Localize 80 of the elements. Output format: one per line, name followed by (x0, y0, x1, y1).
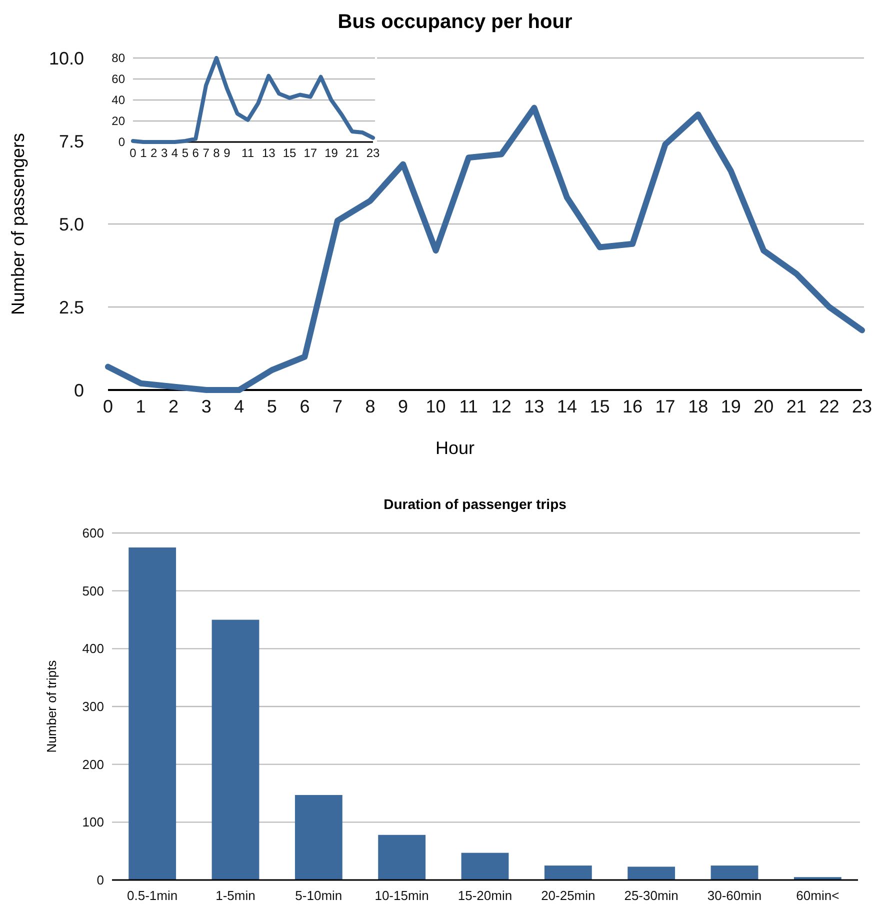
x-tick-label: 15 (590, 396, 610, 416)
x-tick-label: 20 (754, 396, 774, 416)
bar (294, 794, 342, 880)
y-tick-label: 80 (112, 51, 126, 66)
x-tick-label: 5 (266, 396, 277, 416)
y-tick-label: 100 (82, 814, 104, 830)
x-tick-label: 12 (491, 396, 512, 416)
x-tick-label: 18 (688, 396, 708, 416)
x-tick-label: 60min< (796, 888, 840, 903)
line-series (131, 56, 375, 144)
x-tick-label: 4 (234, 396, 244, 416)
y-tick-label: 7.5 (58, 131, 84, 152)
x-tick-label: 13 (262, 146, 276, 160)
y-tick-label: 0 (118, 135, 126, 150)
x-tick-label: 14 (556, 396, 577, 416)
x-axis-title: Hour (435, 438, 475, 458)
x-tick-label: 19 (720, 396, 741, 416)
bar (544, 866, 592, 880)
x-tick-label: 19 (324, 146, 338, 160)
x-tick-label: 15 (282, 146, 297, 160)
x-tick-label: 17 (655, 396, 676, 416)
x-tick-label: 9 (224, 146, 231, 160)
x-tick-label: 5-10min (295, 888, 342, 903)
y-tick-label: 5.0 (58, 214, 84, 234)
y-tick-label: 500 (82, 583, 104, 598)
y-tick-label: 0 (74, 380, 84, 400)
bar (128, 547, 176, 880)
y-tick-label: 400 (82, 641, 104, 656)
y-tick-label: 10.0 (48, 48, 84, 68)
y-tick-label: 0 (96, 872, 104, 888)
x-tick-label: 20-25min (541, 888, 596, 903)
x-tick-label: 11 (242, 146, 254, 160)
y-tick-label: 600 (82, 526, 104, 541)
x-tick-label: 1 (140, 146, 148, 160)
x-tick-label: 1 (136, 396, 146, 416)
x-tick-label: 22 (819, 396, 840, 416)
x-tick-label: 3 (201, 396, 212, 416)
x-tick-label: 23 (366, 146, 380, 160)
x-tick-label: 6 (192, 146, 200, 160)
x-tick-label: 5 (182, 146, 189, 160)
x-tick-label: 16 (622, 396, 643, 416)
bar (710, 866, 758, 880)
y-tick-label: 300 (82, 699, 104, 714)
bar (212, 620, 260, 880)
chart-title: Duration of passenger trips (384, 496, 567, 512)
y-tick-label: 40 (112, 93, 126, 108)
x-tick-label: 6 (300, 396, 310, 416)
y-axis-title: Number of tripts (44, 660, 59, 753)
x-tick-label: 2 (168, 396, 179, 416)
x-tick-label: 8 (365, 396, 376, 416)
x-tick-label: 21 (786, 396, 806, 416)
x-tick-label: 10-15min (374, 888, 429, 903)
x-tick-label: 11 (459, 396, 478, 416)
x-tick-label: 8 (213, 146, 220, 160)
y-tick-label: 2.5 (58, 297, 84, 318)
bar (378, 834, 426, 880)
x-tick-label: 7 (202, 146, 210, 160)
y-tick-label: 200 (82, 756, 104, 772)
x-tick-label: 23 (852, 396, 872, 416)
chart-title: Bus occupancy per hour (338, 11, 572, 33)
x-tick-label: 30-60min (707, 888, 762, 903)
x-tick-label: 9 (398, 396, 408, 416)
x-tick-label: 0.5-1min (127, 888, 178, 903)
bar (461, 852, 509, 880)
y-tick-label: 60 (112, 72, 126, 86)
x-tick-label: 21 (345, 146, 360, 160)
x-tick-label: 25-30min (624, 888, 678, 903)
x-tick-label: 15-20min (458, 888, 512, 903)
bar (628, 866, 676, 880)
y-axis-title: Number of passengers (8, 132, 28, 316)
x-tick-label: 13 (524, 396, 544, 416)
x-tick-label: 0 (130, 146, 137, 160)
y-tick-label: 20 (112, 114, 126, 128)
x-tick-label: 3 (160, 146, 168, 160)
x-tick-label: 10 (426, 396, 446, 416)
x-tick-label: 1-5min (216, 888, 256, 903)
x-tick-label: 2 (150, 146, 158, 160)
x-tick-label: 4 (171, 146, 178, 160)
x-tick-label: 17 (304, 146, 318, 160)
x-tick-label: 7 (332, 396, 342, 416)
